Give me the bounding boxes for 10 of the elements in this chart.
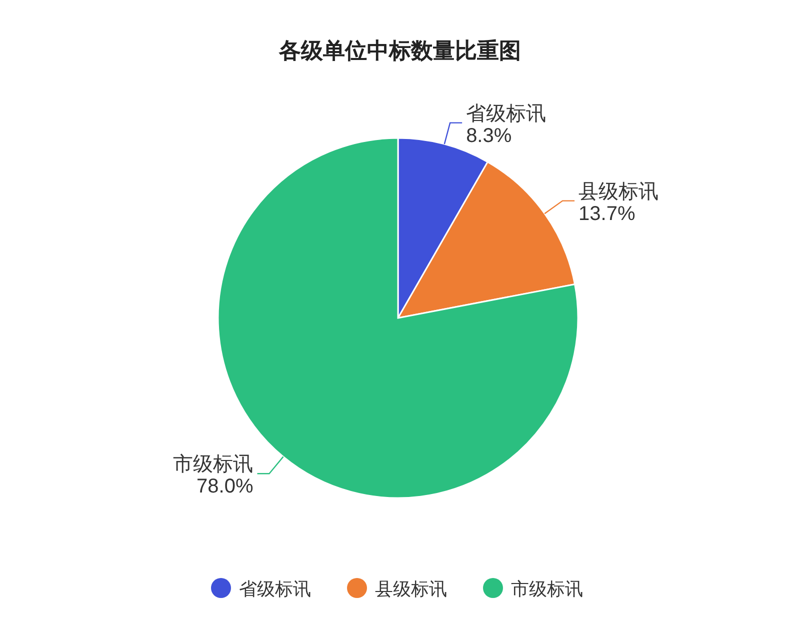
legend-label: 市级标讯 [511, 579, 583, 599]
data-label: 8.3% [466, 124, 512, 147]
legend-label: 县级标讯 [375, 579, 447, 599]
slice-label: 县级标讯 [578, 180, 659, 203]
slice-label: 省级标讯 [466, 102, 546, 125]
chart-title: 各级单位中标数量比重图 [278, 38, 521, 63]
legend-label: 省级标讯 [239, 579, 311, 599]
data-label: 78.0% [196, 476, 254, 498]
slice-label: 市级标讯 [173, 454, 254, 476]
data-label: 13.7% [578, 202, 636, 225]
